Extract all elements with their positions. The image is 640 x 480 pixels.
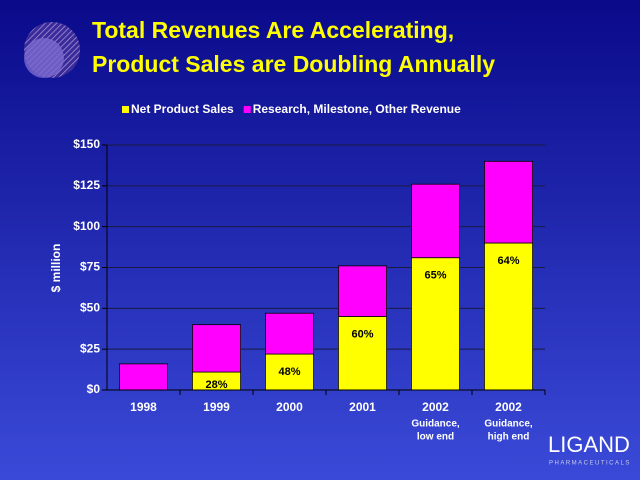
- share-label: 48%: [278, 366, 300, 378]
- bar-segment: [192, 324, 241, 373]
- bar-segment: [484, 160, 533, 244]
- bar-segment: [119, 363, 168, 391]
- legend-swatch: [122, 106, 129, 113]
- x-tick-label: 2001: [349, 400, 376, 414]
- y-tick-label: $0: [87, 382, 101, 396]
- share-label: 60%: [351, 328, 373, 340]
- y-tick-label: $150: [73, 137, 100, 151]
- y-tick-label: $50: [80, 301, 100, 315]
- y-tick-label: $100: [73, 219, 100, 233]
- x-tick-label: 1998: [130, 400, 157, 414]
- x-tick-note: Guidance,: [484, 419, 533, 430]
- bar-segment: [265, 312, 314, 355]
- legend-label: Net Product Sales: [131, 102, 234, 116]
- x-tick-note: low end: [417, 432, 454, 443]
- bar-segment: [411, 183, 460, 259]
- x-tick-label: 2002: [422, 400, 449, 414]
- share-label: 28%: [205, 379, 227, 391]
- bar-segment: [411, 257, 460, 391]
- chart-title: Product Sales are Doubling Annually: [92, 51, 495, 77]
- bar-segment: [265, 353, 314, 391]
- x-tick-note: Guidance,: [411, 419, 460, 430]
- legend-label: Research, Milestone, Other Revenue: [253, 102, 461, 116]
- share-label: 65%: [424, 270, 446, 282]
- x-tick-note: high end: [488, 432, 530, 443]
- logo-circle-inner: [24, 38, 64, 78]
- bar-segment: [338, 265, 387, 317]
- logo-name: LIGAND: [548, 432, 630, 457]
- y-axis-label: $ million: [49, 244, 63, 293]
- y-tick-label: $125: [73, 178, 100, 192]
- x-tick-label: 1999: [203, 400, 230, 414]
- y-tick-label: $75: [80, 260, 100, 274]
- x-tick-label: 2000: [276, 400, 303, 414]
- y-tick-label: $25: [80, 341, 100, 355]
- legend-swatch: [243, 106, 251, 113]
- chart-title: Total Revenues Are Accelerating,: [92, 17, 454, 43]
- x-tick-label: 2002: [495, 400, 522, 414]
- logo-subtitle: PHARMACEUTICALS: [549, 461, 631, 467]
- share-label: 64%: [497, 255, 519, 267]
